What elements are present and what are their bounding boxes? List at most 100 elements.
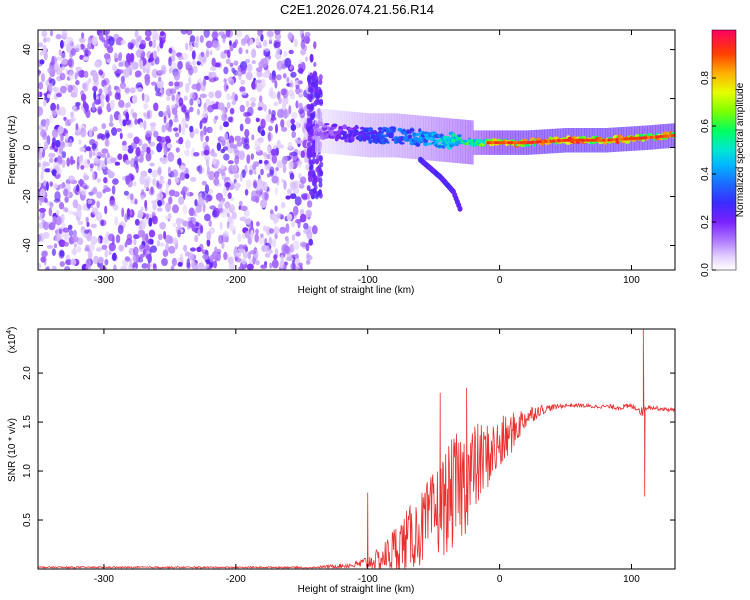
noise-blob <box>121 145 129 152</box>
noise-blob <box>64 207 69 213</box>
noise-blob <box>100 219 104 227</box>
snr-y-label: SNR (10 * v/v) <box>7 418 18 482</box>
noise-blob <box>248 169 253 176</box>
noise-blob <box>168 56 172 67</box>
noise-blob <box>310 75 315 82</box>
noise-blob <box>156 79 164 89</box>
noise-blob <box>175 217 182 226</box>
noise-blob <box>199 266 206 270</box>
noise-blob <box>253 169 257 175</box>
noise-blob <box>118 61 124 67</box>
noise-blob <box>260 264 268 269</box>
noise-blob <box>143 103 149 110</box>
noise-blob <box>303 222 309 230</box>
noise-blob <box>158 110 164 118</box>
noise-blob <box>101 244 108 250</box>
noise-blob <box>212 157 217 165</box>
noise-blob <box>61 151 67 159</box>
noise-blob <box>135 146 141 157</box>
trace-core <box>599 138 603 142</box>
trace-blob <box>435 139 440 143</box>
noise-blob <box>142 65 147 74</box>
noise-blob <box>251 60 256 65</box>
noise-blob <box>114 57 119 63</box>
snr-series-line <box>38 329 675 569</box>
trace-blob <box>328 129 333 135</box>
noise-blob <box>181 117 187 127</box>
colorbar-ticks: 0.0 0.2 0.4 0.6 0.8 <box>700 71 716 277</box>
noise-blob <box>241 136 246 145</box>
noise-blob <box>61 52 66 59</box>
noise-blob <box>229 142 234 149</box>
noise-blob <box>205 98 211 106</box>
noise-blob <box>91 207 99 216</box>
noise-blob <box>166 95 171 101</box>
noise-blob <box>258 235 265 245</box>
noise-blob <box>244 117 251 125</box>
noise-blob <box>85 216 89 223</box>
noise-blob <box>103 39 109 49</box>
noise-blob <box>268 125 273 132</box>
trace-blob <box>312 135 318 140</box>
x-tick-label: -200 <box>226 275 246 286</box>
noise-blob <box>191 223 196 232</box>
noise-blob <box>55 236 60 242</box>
noise-blob <box>280 254 285 262</box>
noise-blob <box>79 178 84 187</box>
noise-blob <box>177 157 182 166</box>
trace-blob <box>457 134 462 138</box>
noise-blob <box>38 81 44 90</box>
noise-blob <box>310 176 315 183</box>
noise-blob <box>179 253 184 262</box>
noise-blob <box>139 59 144 70</box>
noise-blob <box>290 181 297 191</box>
trace-core <box>591 138 595 142</box>
noise-blob <box>318 181 323 188</box>
noise-blob <box>115 234 121 244</box>
noise-blob <box>299 213 307 223</box>
noise-blob <box>116 128 122 132</box>
noise-blob <box>145 36 151 41</box>
noise-blob <box>308 170 312 177</box>
noise-blob <box>132 261 139 270</box>
noise-blob <box>94 99 101 105</box>
noise-blob <box>318 192 323 199</box>
noise-blob <box>148 40 153 47</box>
noise-blob <box>160 136 166 143</box>
spectrogram-x-ticks: -300 -200 -100 0 100 <box>94 30 640 286</box>
noise-blob <box>233 60 239 66</box>
trace-core <box>491 141 495 145</box>
noise-blob <box>266 226 272 236</box>
noise-blob <box>152 50 157 60</box>
noise-blob <box>309 53 314 63</box>
trace-core <box>494 141 498 145</box>
noise-blob <box>224 182 231 188</box>
noise-blob <box>133 136 140 145</box>
noise-blob <box>168 47 173 54</box>
noise-blob <box>46 244 54 249</box>
noise-blob <box>77 69 81 77</box>
noise-blob <box>68 118 73 124</box>
trace-core <box>631 137 635 141</box>
noise-blob <box>177 60 183 70</box>
trace-core <box>597 138 601 142</box>
noise-blob <box>96 178 102 183</box>
x-tick-label: 100 <box>623 275 640 286</box>
noise-blob <box>66 157 71 167</box>
noise-blob <box>103 53 111 60</box>
trace-blob <box>350 135 355 141</box>
noise-blob <box>213 178 220 186</box>
noise-blob <box>222 146 229 151</box>
noise-blob <box>217 102 225 111</box>
trace-blob <box>384 127 388 130</box>
noise-blob <box>250 101 256 108</box>
noise-blob <box>309 130 314 137</box>
noise-blob <box>274 205 278 212</box>
noise-blob <box>213 76 219 82</box>
noise-blob <box>173 71 181 81</box>
noise-blob <box>48 157 54 163</box>
noise-blob <box>292 240 300 251</box>
noise-blob <box>65 43 72 53</box>
noise-blob <box>139 121 143 128</box>
noise-blob <box>41 219 46 229</box>
